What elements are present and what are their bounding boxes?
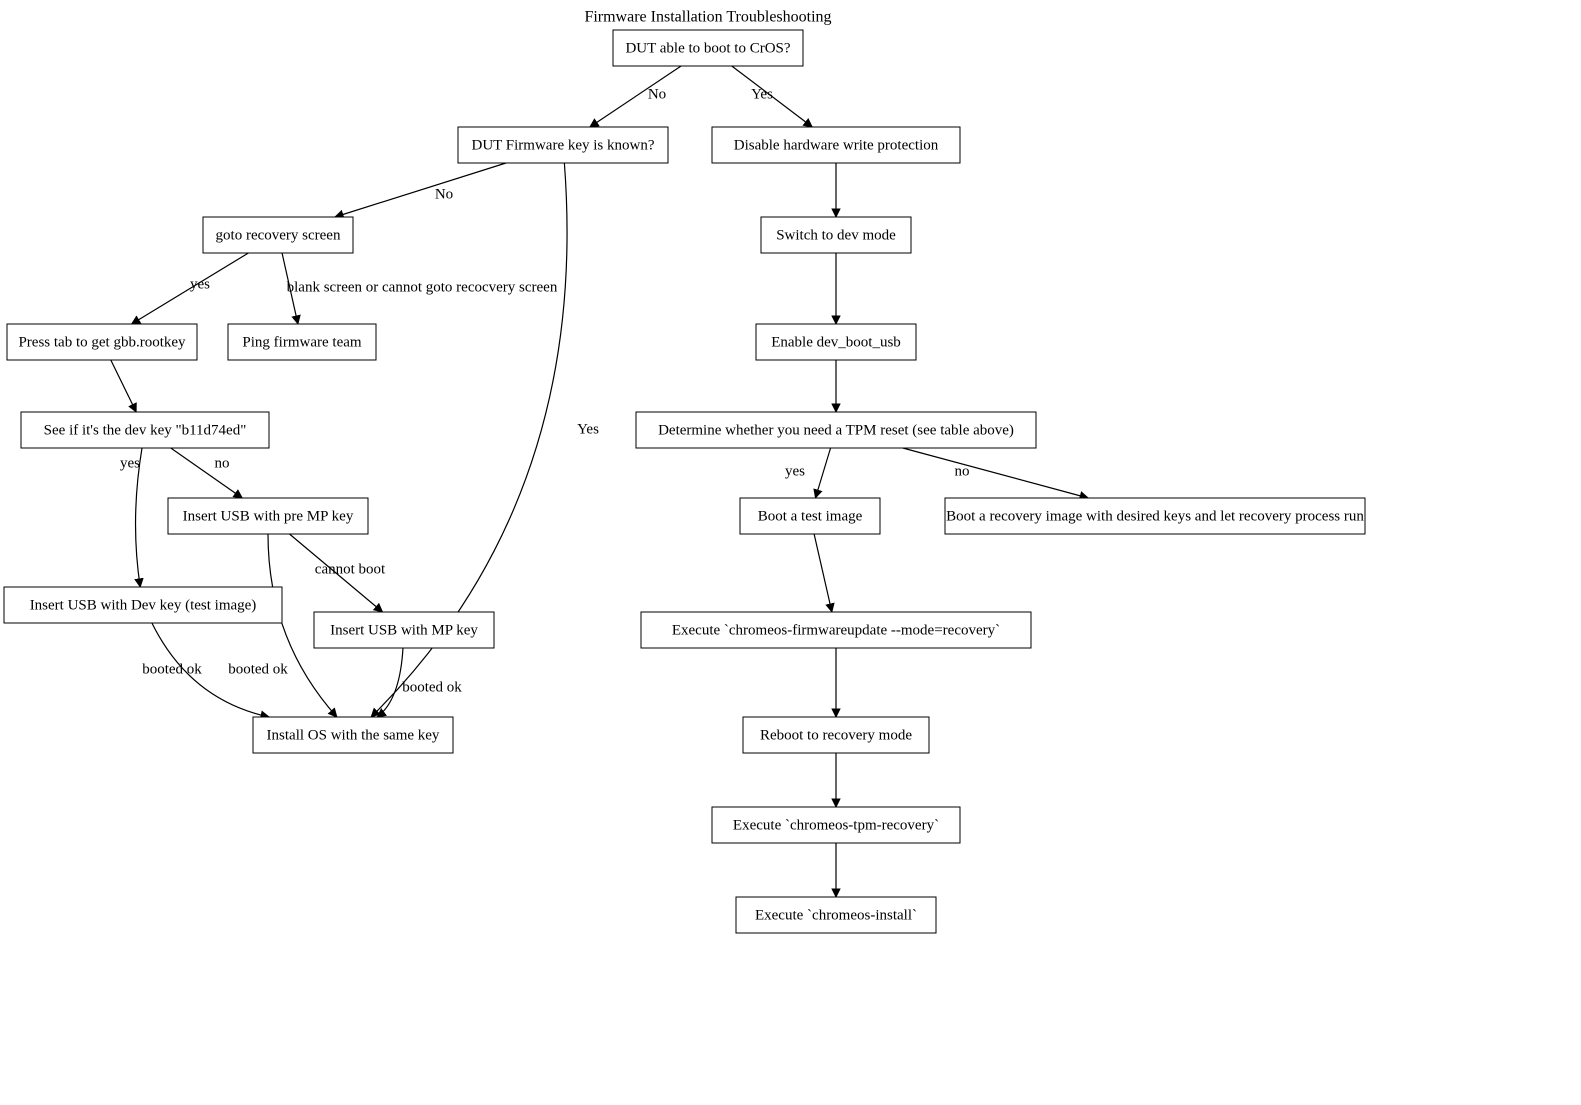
flowchart-node: Insert USB with Dev key (test image)	[4, 587, 282, 623]
edge	[111, 360, 136, 412]
node-label: See if it's the dev key "b11d74ed"	[44, 422, 247, 438]
edge	[590, 66, 681, 127]
flowchart-node: Insert USB with MP key	[314, 612, 494, 648]
node-label: Boot a recovery image with desired keys …	[946, 508, 1364, 524]
edge-label: No	[648, 86, 666, 102]
node-label: Execute `chromeos-install`	[755, 907, 917, 923]
edge-label: blank screen or cannot goto recocvery sc…	[287, 279, 558, 295]
node-label: DUT Firmware key is known?	[471, 137, 654, 153]
flowchart-node: Disable hardware write protection	[712, 127, 960, 163]
edge	[815, 448, 830, 498]
edge-label: no	[215, 455, 230, 471]
flowchart-node: See if it's the dev key "b11d74ed"	[21, 412, 269, 448]
node-label: Press tab to get gbb.rootkey	[18, 334, 186, 350]
edge-label: yes	[190, 276, 210, 292]
node-label: Enable dev_boot_usb	[771, 334, 901, 350]
edge-label: booted ok	[402, 679, 462, 695]
edge-label: No	[435, 186, 453, 202]
edge-label: no	[955, 463, 970, 479]
flowchart-node: Execute `chromeos-tpm-recovery`	[712, 807, 960, 843]
node-label: Disable hardware write protection	[734, 137, 939, 153]
node-label: goto recovery screen	[216, 227, 341, 243]
edge-label: booted ok	[142, 661, 202, 677]
node-label: Ping firmware team	[242, 334, 361, 350]
node-label: Insert USB with Dev key (test image)	[30, 597, 257, 613]
flowchart-node: DUT Firmware key is known?	[458, 127, 668, 163]
flowchart-node: goto recovery screen	[203, 217, 353, 253]
flowchart-node: Execute `chromeos-install`	[736, 897, 936, 933]
flowchart-node: Boot a test image	[740, 498, 880, 534]
node-label: Install OS with the same key	[267, 727, 440, 743]
node-label: Boot a test image	[758, 508, 863, 524]
flowchart-node: DUT able to boot to CrOS?	[613, 30, 803, 66]
flowchart-node: Reboot to recovery mode	[743, 717, 929, 753]
node-label: Determine whether you need a TPM reset (…	[658, 422, 1014, 438]
flowchart-node: Determine whether you need a TPM reset (…	[636, 412, 1036, 448]
edge	[335, 163, 506, 217]
edge-label: cannot boot	[315, 561, 386, 577]
node-label: Insert USB with pre MP key	[183, 508, 354, 524]
flowchart-canvas: Firmware Installation Troubleshooting No Y…	[0, 0, 1581, 1105]
flowchart-node: Press tab to get gbb.rootkey	[7, 324, 197, 360]
node-label: Reboot to recovery mode	[760, 727, 912, 743]
edge	[903, 448, 1088, 498]
edge	[814, 534, 832, 612]
edge-label: yes	[785, 463, 805, 479]
flowchart-node: Install OS with the same key	[253, 717, 453, 753]
node-label: DUT able to boot to CrOS?	[625, 40, 790, 56]
flowchart-node: Insert USB with pre MP key	[168, 498, 368, 534]
edge-label: Yes	[577, 421, 599, 437]
flowchart-node: Ping firmware team	[228, 324, 376, 360]
node-label: Execute `chromeos-firmwareupdate --mode=…	[672, 622, 1000, 638]
flowchart-node: Boot a recovery image with desired keys …	[945, 498, 1365, 534]
edge	[171, 448, 243, 498]
node-label: Switch to dev mode	[776, 227, 896, 243]
flowchart-node: Execute `chromeos-firmwareupdate --mode=…	[641, 612, 1031, 648]
flowchart-node: Enable dev_boot_usb	[756, 324, 916, 360]
flowchart-node: Switch to dev mode	[761, 217, 911, 253]
diagram-title: Firmware Installation Troubleshooting	[584, 9, 831, 26]
edge-label: Yes	[751, 86, 773, 102]
node-label: Execute `chromeos-tpm-recovery`	[733, 817, 939, 833]
edge-label: yes	[120, 455, 140, 471]
edge-label: booted ok	[228, 661, 288, 677]
node-label: Insert USB with MP key	[330, 622, 478, 638]
